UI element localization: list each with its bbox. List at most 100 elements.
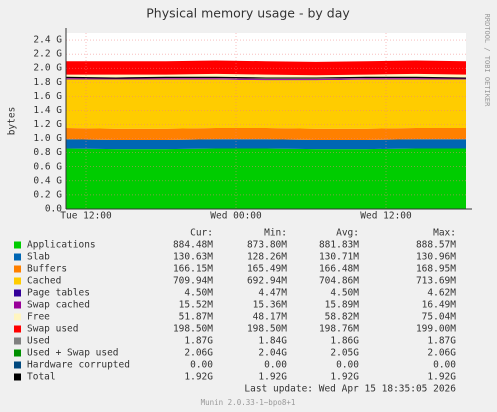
side-text: RRDTOOL / TOBI OETIKER bbox=[483, 14, 491, 108]
legend-swatch bbox=[14, 325, 21, 333]
y-tick-label: 2.4 G bbox=[33, 35, 62, 46]
legend-swatch bbox=[14, 301, 21, 309]
stat-value: 1.92G bbox=[427, 372, 456, 383]
legend-label: Page tables bbox=[27, 288, 90, 299]
y-tick-label: 2.0 G bbox=[33, 63, 62, 74]
stat-value: 75.04M bbox=[422, 312, 457, 323]
stat-value: 4.62M bbox=[427, 288, 456, 299]
area bbox=[66, 60, 466, 76]
stat-value: 4.50M bbox=[330, 288, 359, 299]
line bbox=[65, 76, 467, 79]
stat-value: 0.00 bbox=[433, 360, 456, 371]
y-axis-label: bytes bbox=[7, 107, 18, 136]
x-tick-label: Wed 00:00 bbox=[210, 211, 262, 222]
stat-value: 128.26M bbox=[247, 252, 287, 263]
stat-value: 15.36M bbox=[253, 300, 288, 311]
legend-swatch bbox=[14, 241, 21, 249]
stat-value: 58.82M bbox=[325, 312, 360, 323]
stat-value: 1.86G bbox=[330, 336, 359, 347]
y-tick-label: 1.6 G bbox=[33, 91, 62, 102]
legend-swatch bbox=[14, 277, 21, 285]
legend-label: Swap cached bbox=[27, 300, 90, 311]
stat-value: 130.96M bbox=[416, 252, 456, 263]
stat-value: 0.00 bbox=[190, 360, 213, 371]
column-header: Max: bbox=[433, 228, 456, 239]
stat-value: 704.86M bbox=[319, 276, 359, 287]
legend-label: Slab bbox=[27, 252, 50, 263]
legend-label: Swap used bbox=[27, 324, 78, 335]
area bbox=[66, 78, 466, 80]
stat-value: 888.57M bbox=[416, 240, 456, 251]
stat-value: 51.87M bbox=[179, 312, 214, 323]
y-tick-label: 0.4 G bbox=[33, 175, 62, 186]
stat-value: 873.80M bbox=[247, 240, 287, 251]
stat-value: 881.83M bbox=[319, 240, 359, 251]
stat-value: 2.06G bbox=[184, 348, 213, 359]
legend-swatch bbox=[14, 337, 21, 345]
y-tick-label: 1.4 G bbox=[33, 105, 62, 116]
stat-value: 1.84G bbox=[258, 336, 287, 347]
stat-value: 199.00M bbox=[416, 324, 456, 335]
x-tick-label: Wed 12:00 bbox=[360, 211, 412, 222]
y-tick-label: 0.6 G bbox=[33, 161, 62, 172]
area bbox=[66, 139, 466, 150]
legend-swatch bbox=[14, 361, 21, 369]
stat-value: 15.52M bbox=[179, 300, 214, 311]
stat-value: 198.50M bbox=[173, 324, 213, 335]
legend-label: Buffers bbox=[27, 264, 67, 275]
y-tick-label: 1.8 G bbox=[33, 77, 62, 88]
column-header: Min: bbox=[264, 228, 287, 239]
y-tick-label: 0.2 G bbox=[33, 189, 62, 200]
legend-swatch bbox=[14, 253, 21, 261]
area bbox=[66, 79, 466, 129]
legend-swatch bbox=[14, 265, 21, 273]
y-tick-label: 1.2 G bbox=[33, 119, 62, 130]
stat-value: 1.92G bbox=[184, 372, 213, 383]
column-header: Avg: bbox=[336, 228, 359, 239]
legend-label: Applications bbox=[27, 240, 96, 251]
stat-value: 884.48M bbox=[173, 240, 213, 251]
stat-value: 48.17M bbox=[253, 312, 288, 323]
area bbox=[66, 79, 466, 81]
area bbox=[66, 128, 466, 141]
stat-value: 2.06G bbox=[427, 348, 456, 359]
stat-value: 4.47M bbox=[258, 288, 287, 299]
legend-label: Total bbox=[27, 372, 56, 383]
stat-value: 1.87G bbox=[427, 336, 456, 347]
legend-swatch bbox=[14, 373, 21, 381]
legend-label: Hardware corrupted bbox=[27, 360, 130, 371]
legend-swatch bbox=[14, 289, 21, 297]
y-tick-label: 1.0 G bbox=[33, 133, 62, 144]
stat-value: 198.76M bbox=[319, 324, 359, 335]
footer: Munin 2.0.33-1~bpo8+1 bbox=[201, 398, 296, 407]
stat-value: 15.89M bbox=[325, 300, 360, 311]
stat-value: 166.15M bbox=[173, 264, 213, 275]
x-tick-label: Tue 12:00 bbox=[60, 211, 112, 222]
stat-value: 198.50M bbox=[247, 324, 287, 335]
last-update: Last update: Wed Apr 15 18:35:05 2026 bbox=[244, 384, 456, 395]
y-tick-label: 0.8 G bbox=[33, 147, 62, 158]
stat-value: 1.92G bbox=[258, 372, 287, 383]
stat-value: 1.92G bbox=[330, 372, 359, 383]
legend-label: Used + Swap used bbox=[27, 348, 119, 359]
legend-swatch bbox=[14, 313, 21, 321]
y-tick-label: 0.0 bbox=[45, 204, 62, 215]
stat-value: 1.87G bbox=[184, 336, 213, 347]
stat-value: 0.00 bbox=[264, 360, 287, 371]
stat-value: 165.49M bbox=[247, 264, 287, 275]
column-header: Cur: bbox=[190, 228, 213, 239]
stat-value: 709.94M bbox=[173, 276, 213, 287]
stat-value: 0.00 bbox=[336, 360, 359, 371]
legend-label: Free bbox=[27, 312, 50, 323]
stat-value: 713.69M bbox=[416, 276, 456, 287]
area bbox=[66, 148, 466, 209]
stat-value: 692.94M bbox=[247, 276, 287, 287]
stat-value: 16.49M bbox=[422, 300, 457, 311]
stat-value: 130.63M bbox=[173, 252, 213, 263]
y-tick-label: 2.2 G bbox=[33, 49, 62, 60]
legend-label: Cached bbox=[27, 276, 61, 287]
stat-value: 130.71M bbox=[319, 252, 359, 263]
legend-swatch bbox=[14, 349, 21, 357]
chart-title: Physical memory usage - by day bbox=[146, 6, 350, 21]
